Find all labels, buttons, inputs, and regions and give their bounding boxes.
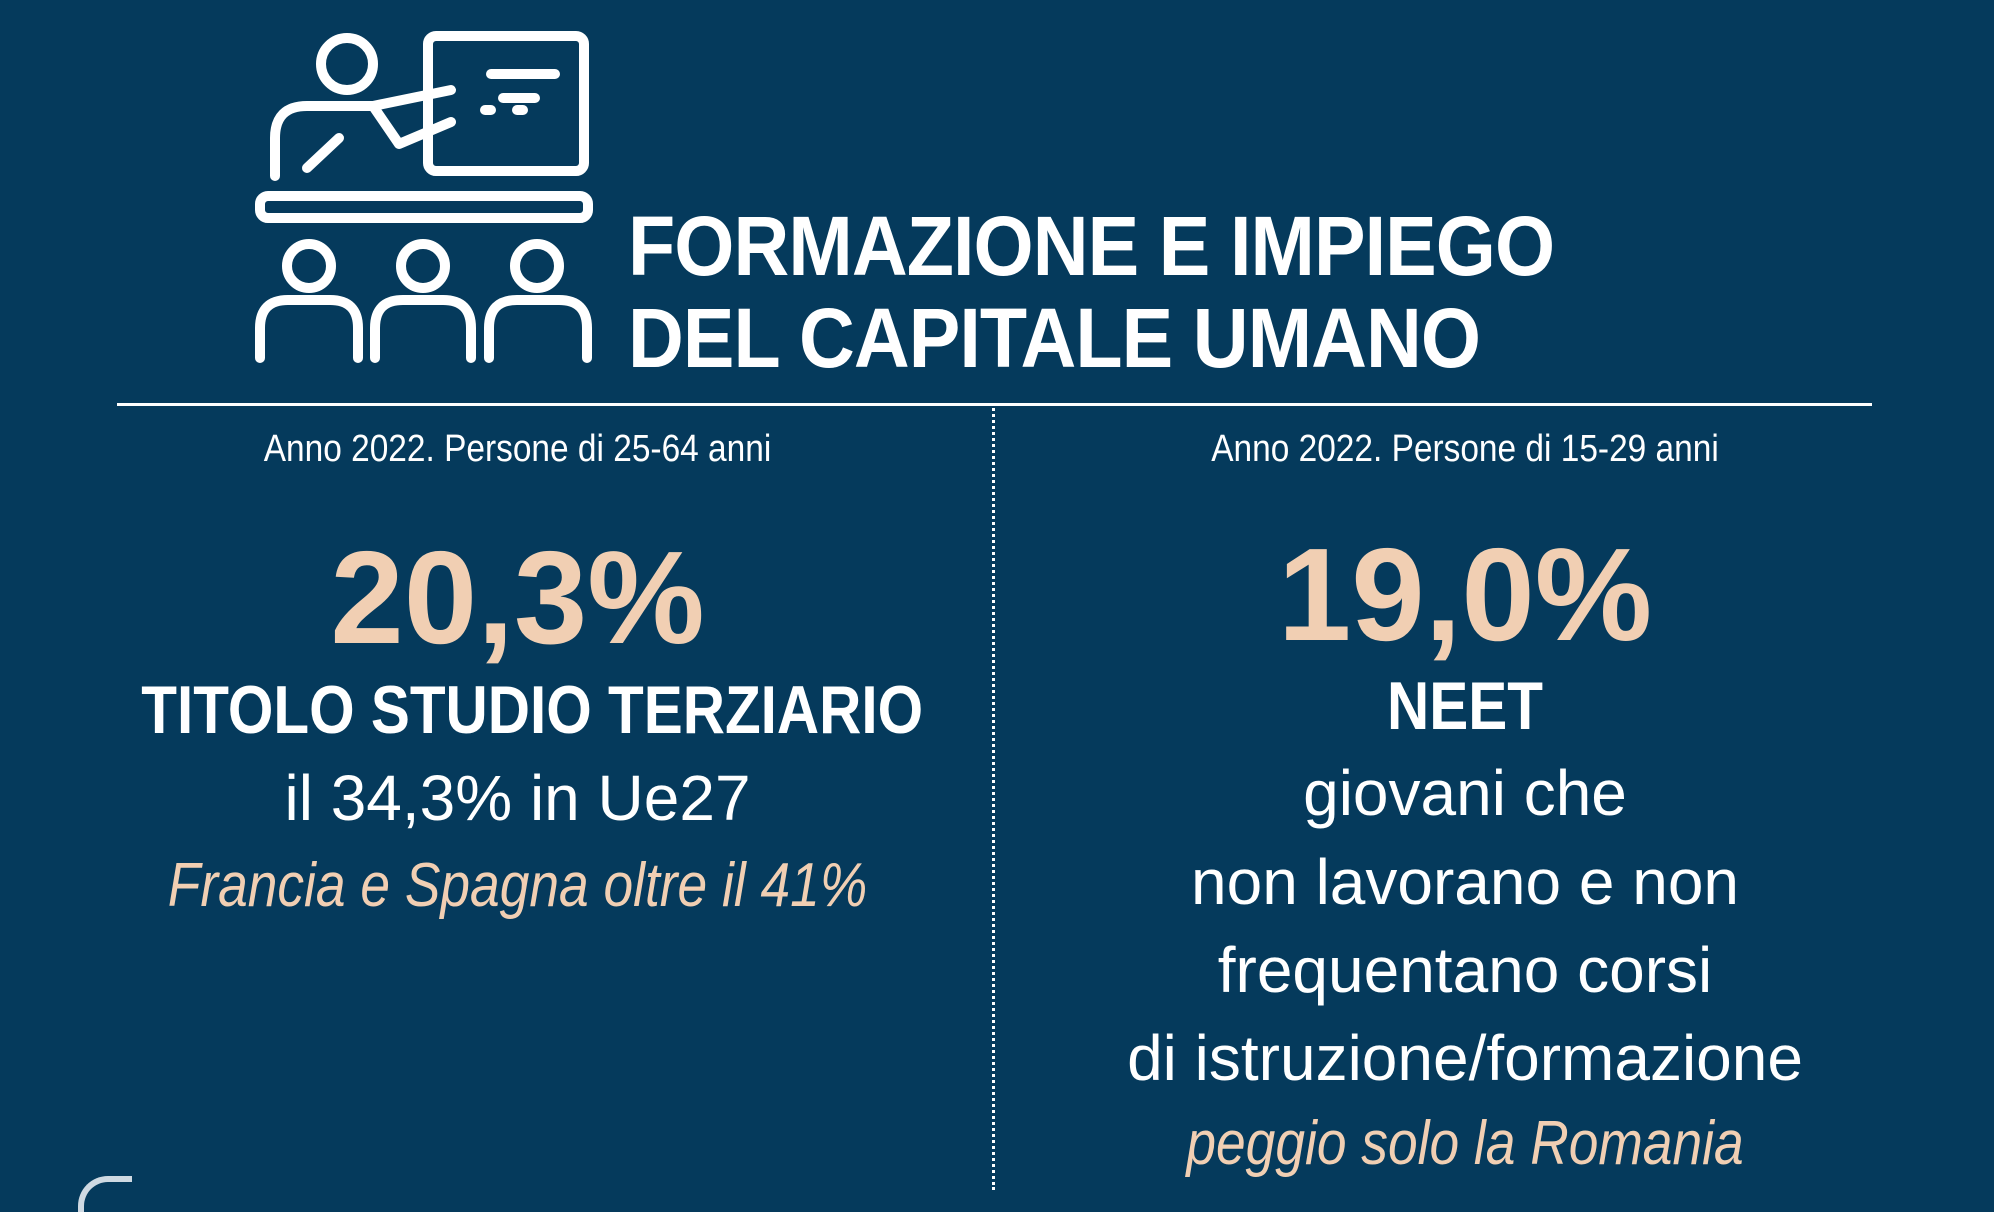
right-panel: Anno 2022. Persone di 15-29 anni 19,0% N… bbox=[1030, 0, 1900, 1190]
column-divider bbox=[992, 403, 995, 1190]
left-percentage: 20,3% bbox=[330, 524, 705, 671]
left-label: TITOLO STUDIO TERZIARIO bbox=[141, 672, 924, 748]
right-desc-line-3: frequentano corsi bbox=[1217, 934, 1713, 1006]
title-line-2: DEL CAPITALE UMANO bbox=[628, 291, 1481, 385]
right-percentage: 19,0% bbox=[1277, 521, 1653, 668]
page-title: FORMAZIONE E IMPIEGO DEL CAPITALE UMANO bbox=[628, 199, 1555, 385]
right-subtitle: Anno 2022. Persone di 15-29 anni bbox=[1211, 428, 1719, 470]
left-note: Francia e Spagna oltre il 41% bbox=[167, 851, 868, 920]
left-panel: Anno 2022. Persone di 25-64 anni 20,3% T… bbox=[80, 0, 955, 1190]
right-desc-line-1: giovani che bbox=[1303, 757, 1627, 829]
right-note: peggio solo la Romania bbox=[1186, 1109, 1744, 1178]
right-desc-line-2: non lavorano e non bbox=[1191, 846, 1739, 918]
left-comparison: il 34,3% in Ue27 bbox=[284, 762, 751, 834]
title-line-1: FORMAZIONE E IMPIEGO bbox=[628, 199, 1555, 293]
teacher-classroom-icon bbox=[255, 28, 595, 368]
right-label: NEET bbox=[1387, 668, 1543, 744]
right-desc-line-4: di istruzione/formazione bbox=[1127, 1022, 1803, 1094]
left-subtitle: Anno 2022. Persone di 25-64 anni bbox=[263, 428, 772, 470]
